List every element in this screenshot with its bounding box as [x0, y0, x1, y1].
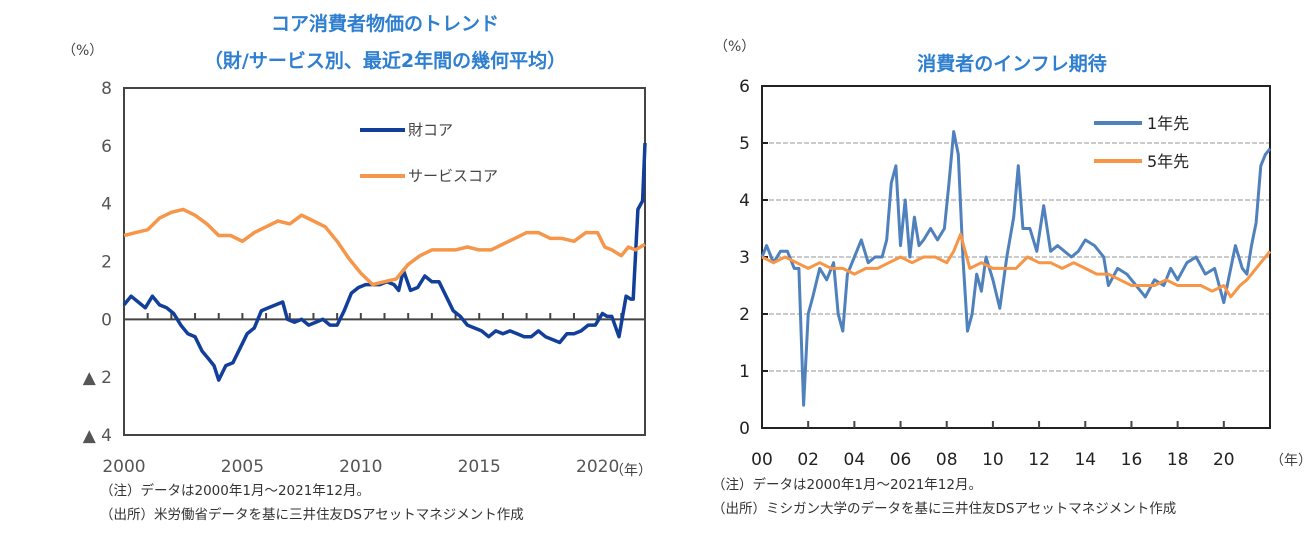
- x-tick-label: 16: [1121, 450, 1143, 470]
- x-tick-label: 02: [797, 450, 819, 470]
- left-legend: 財コア サービスコア: [360, 121, 498, 185]
- x-tick-label: 00: [751, 450, 773, 470]
- y-tick-label: ▲ 2: [83, 368, 112, 388]
- x-tick-label: 14: [1074, 450, 1096, 470]
- y-tick-label: 3: [739, 248, 750, 268]
- right-note: （注）データは2000年1月～2021年12月。: [712, 476, 982, 493]
- x-tick-label: 2010: [339, 457, 382, 477]
- x-tick-label: 20: [1213, 450, 1235, 470]
- x-tick-label: 08: [936, 450, 958, 470]
- y-tick-label: 2: [739, 305, 750, 325]
- right-chart-title: 消費者のインフレ期待: [917, 52, 1106, 75]
- left-chart-title: コア消費者物価のトレンド: [271, 12, 499, 35]
- y-tick-label: 8: [101, 79, 112, 99]
- y-tick-label: 0: [101, 310, 112, 330]
- x-tick-label: 18: [1167, 450, 1189, 470]
- y-tick-label: 2: [101, 253, 112, 273]
- y-tick-label: 4: [739, 191, 750, 211]
- legend-label-5yr: 5年先: [1147, 152, 1189, 171]
- series-line-1: [761, 232, 1272, 299]
- left-plot-frame: [123, 87, 646, 436]
- x-tick-label: 2005: [221, 457, 264, 477]
- right-y-unit: （%）: [714, 39, 755, 55]
- y-tick-label: 6: [739, 77, 750, 97]
- x-tick-label: 10: [982, 450, 1004, 470]
- right-series-group: [760, 130, 1272, 407]
- x-tick-label: 06: [890, 450, 912, 470]
- legend-label-services: サービスコア: [408, 167, 498, 185]
- series-line-0: [122, 142, 647, 382]
- left-chart: コア消費者物価のトレンド （財/サービス別、最近2年間の幾何平均） （%） （年…: [62, 12, 652, 523]
- right-source: （出所）ミシガン大学のデータを基に三井住友DSアセットマネジメント作成: [712, 500, 1176, 517]
- x-tick-label: 2020: [576, 457, 619, 477]
- left-note: （注）データは2000年1月～2021年12月。: [100, 482, 370, 499]
- right-x-unit: （年）: [1270, 453, 1312, 469]
- left-y-tick-labels: 8 6 4 2 0 ▲ 2 ▲ 4: [83, 79, 112, 446]
- left-series-group: [122, 142, 647, 382]
- right-x-tick-labels: 00 02 04 06 08 10 12 14 16 18 20: [751, 421, 1235, 470]
- y-tick-label: 5: [739, 134, 750, 154]
- legend-label-1yr: 1年先: [1147, 114, 1189, 133]
- right-gridlines: [762, 142, 1270, 372]
- y-tick-label: 0: [739, 419, 750, 439]
- right-legend: 1年先 5年先: [1094, 114, 1189, 171]
- y-tick-label: ▲ 4: [83, 426, 112, 446]
- left-chart-subtitle: （財/サービス別、最近2年間の幾何平均）: [204, 49, 566, 72]
- x-tick-label: 2015: [458, 457, 501, 477]
- legend-label-goods: 財コア: [408, 121, 453, 139]
- left-y-unit: （%）: [62, 43, 103, 59]
- x-tick-label: 04: [844, 450, 866, 470]
- series-line-1: [123, 207, 646, 287]
- y-tick-label: 1: [739, 362, 750, 382]
- y-tick-label: 6: [101, 137, 112, 157]
- left-x-unit: （年）: [610, 463, 652, 479]
- x-tick-label: 12: [1028, 450, 1050, 470]
- series-line-0: [760, 130, 1272, 407]
- left-source: （出所）米労働省データを基に三井住友DSアセットマネジメント作成: [100, 506, 524, 523]
- left-x-tick-labels: 2000 2005 2010 2015 2020: [102, 313, 645, 477]
- x-tick-label: 2000: [102, 457, 145, 477]
- y-tick-label: 4: [101, 195, 112, 215]
